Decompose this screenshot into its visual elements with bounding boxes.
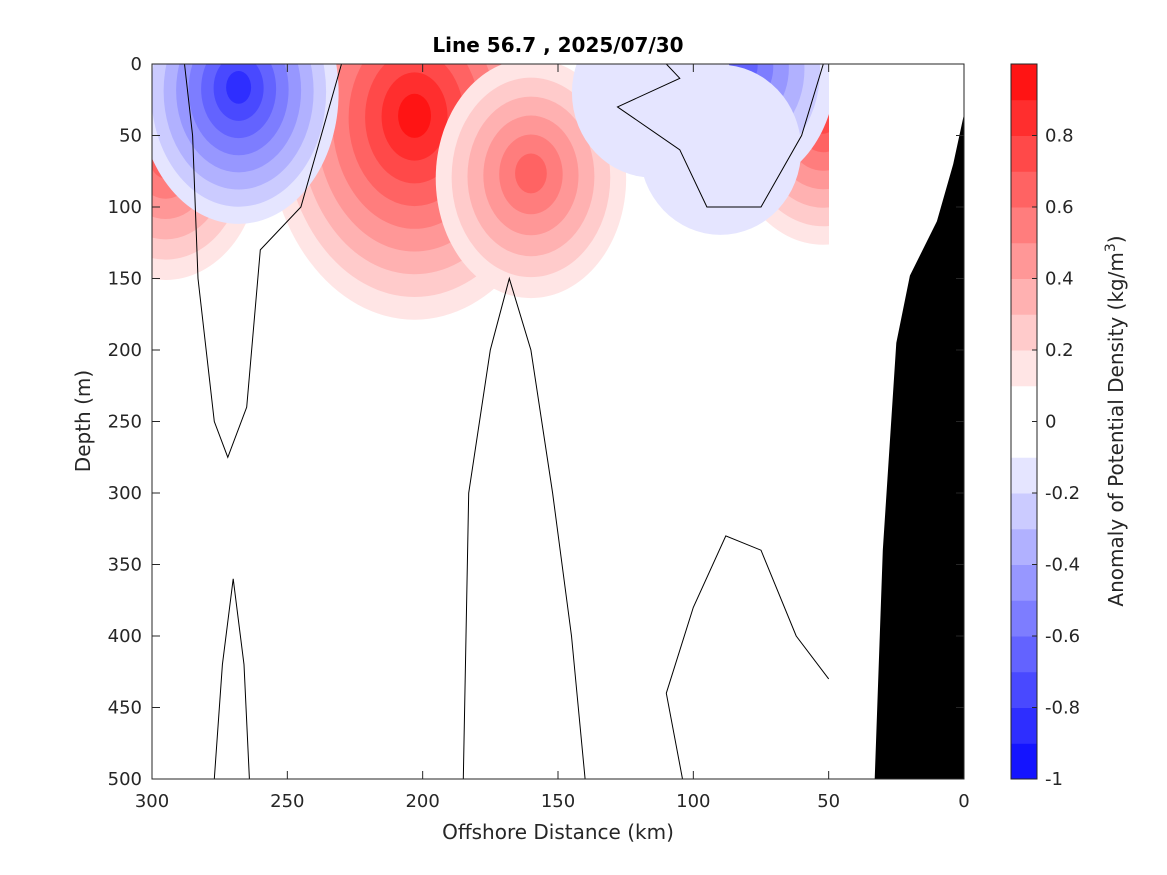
colorbar-swatch: [1011, 421, 1037, 458]
x-tick-label: 200: [405, 791, 439, 812]
colorbar-swatch: [1011, 64, 1037, 101]
x-tick-label: 300: [135, 791, 169, 812]
colorbar-swatch: [1011, 207, 1037, 244]
colorbar-tick-label: -0.8: [1045, 698, 1080, 719]
colorbar-swatch: [1011, 457, 1037, 494]
zero-contour: [462, 276, 586, 779]
x-tick-label: 250: [270, 791, 304, 812]
y-tick-label: 450: [108, 698, 142, 719]
colorbar-tick-label: -0.6: [1045, 626, 1080, 647]
y-tick-label: 300: [108, 483, 142, 504]
zero-contour: [213, 578, 250, 779]
colorbar-swatch: [1011, 350, 1037, 387]
y-axis-label: Depth (m): [71, 370, 95, 472]
chart-title: Line 56.7 , 2025/07/30: [432, 33, 683, 57]
anomaly-contour-fill: [398, 93, 432, 138]
zero-contour: [665, 535, 830, 779]
colorbar-tick-label: 0: [1045, 412, 1056, 433]
y-tick-label: 250: [108, 412, 142, 433]
colorbar-swatch: [1011, 671, 1037, 708]
y-tick-label: 400: [108, 626, 142, 647]
bathymetry-layer: [874, 114, 964, 779]
colorbar-swatch: [1011, 385, 1037, 422]
seafloor-bathymetry: [874, 114, 964, 779]
x-tick-label: 50: [817, 791, 840, 812]
colorbar-swatch: [1011, 564, 1037, 601]
anomaly-contour-fill: [515, 153, 547, 194]
zero-contour: [184, 64, 342, 459]
colorbar-tick-label: 0.2: [1045, 340, 1074, 361]
y-tick-label: 150: [108, 269, 142, 290]
y-tick-label: 0: [131, 54, 142, 75]
colorbar-swatch: [1011, 314, 1037, 351]
anomaly-contour-fill: [226, 70, 252, 104]
colorbar-tick-label: 0.6: [1045, 197, 1074, 218]
colorbar-label: Anomaly of Potential Density (kg/m3): [1103, 235, 1128, 606]
colorbar-swatch: [1011, 135, 1037, 172]
colorbar-swatch: [1011, 242, 1037, 279]
x-tick-label: 0: [958, 791, 969, 812]
x-axis-label: Offshore Distance (km): [442, 820, 674, 844]
anomaly-field: [152, 64, 829, 320]
colorbar-swatch: [1011, 99, 1037, 136]
zero-contour-lines: [184, 64, 830, 779]
x-tick-label: 150: [541, 791, 575, 812]
x-axis: 300 250 200 150 100 50 0: [135, 64, 970, 812]
zero-contour: [616, 64, 824, 208]
y-tick-label: 500: [108, 769, 142, 790]
colorbar-swatch: [1011, 493, 1037, 530]
x-tick-label: 100: [676, 791, 710, 812]
anomaly-contour-fill: [639, 64, 802, 235]
y-tick-label: 200: [108, 340, 142, 361]
colorbar-swatch: [1011, 600, 1037, 637]
colorbar: [1010, 63, 1038, 780]
colorbar-swatch: [1011, 707, 1037, 744]
y-tick-label: 350: [108, 555, 142, 576]
y-tick-label: 100: [108, 197, 142, 218]
colorbar-tick-label: -0.4: [1045, 555, 1080, 576]
colorbar-swatch: [1011, 743, 1037, 780]
colorbar-tick-label: 0.8: [1045, 126, 1074, 147]
colorbar-swatch: [1011, 171, 1037, 208]
colorbar-tick-label: -0.2: [1045, 483, 1080, 504]
colorbar-swatch: [1011, 636, 1037, 673]
colorbar-ticks: 0.8 0.6 0.4 0.2 0 -0.2 -0.4 -0.6 -0.8 -1: [1032, 126, 1080, 790]
colorbar-swatch: [1011, 278, 1037, 315]
y-axis: 0 50 100 150 200 250 300 350 400 450 500: [108, 54, 964, 790]
colorbar-tick-label: -1: [1045, 769, 1063, 790]
colorbar-tick-label: 0.4: [1045, 269, 1074, 290]
y-tick-label: 50: [119, 126, 142, 147]
colorbar-swatch: [1011, 528, 1037, 565]
